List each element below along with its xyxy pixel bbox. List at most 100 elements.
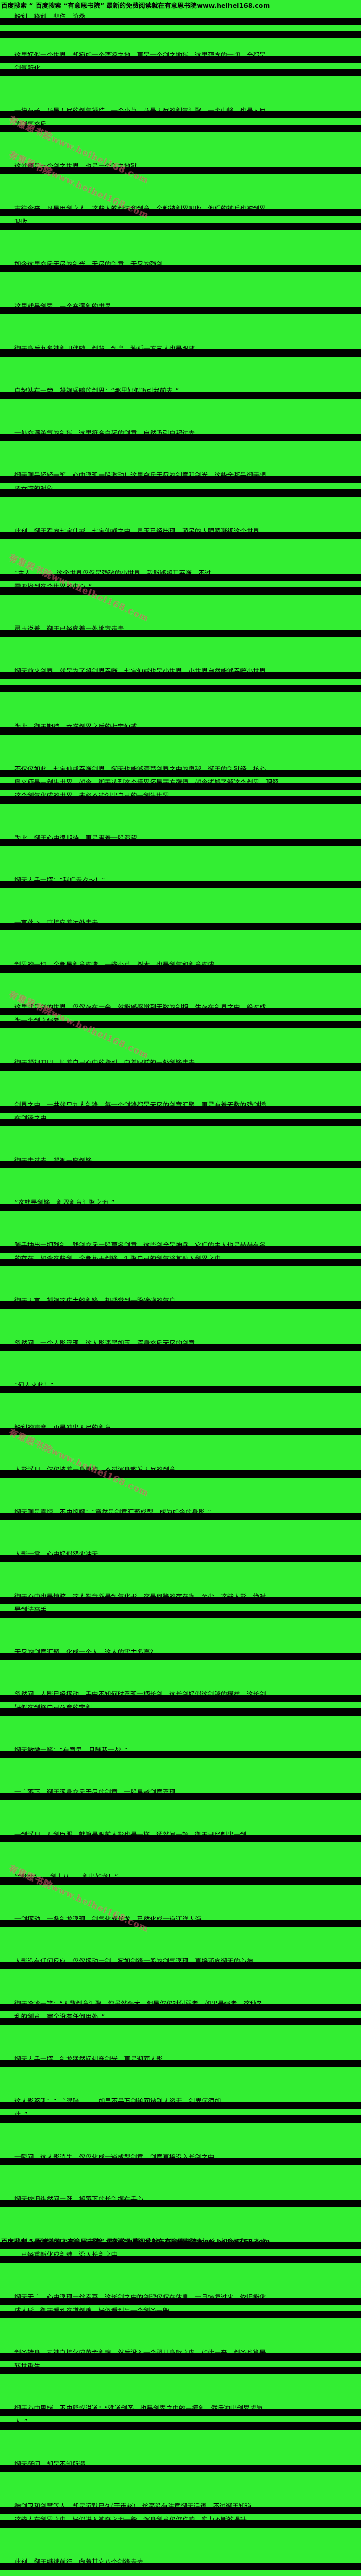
text-line: 此刻，御天看向七宝仙戒。七宝仙戒之中，灵玉已经出现、萌呆的大眼睛凝视这个世界。 (1, 526, 360, 539)
paragraph: 一言落下，直接向着远处走去。 (0, 917, 361, 930)
tail-line-1: 锐利、锋利、悲伤、沧桑…………………… (1, 11, 360, 25)
text-line: 御天则是震惊、不由惊呼：“竟然是剑意汇聚成型、成为如今的身影。” (1, 1506, 360, 1520)
text-line: 一言落下，直接向着远处走去。 (1, 917, 360, 930)
text-line: 御天前来剑界，就是为了将剑界吞噬。七宝仙戒也是小世界、小世界自然能够吞噬小世界 (1, 666, 360, 679)
text-line: 是剑法高手。 (1, 1604, 360, 1618)
text-line: 转世重生。 (1, 2361, 360, 2374)
text-line: 为一个剑之强者。 (1, 1015, 360, 1028)
paragraph: 御天身后九名神剑卫伴随、剑慧、剑皇、独孤一方三人也是跟随。 (0, 343, 361, 357)
paragraph: 白起站在一旁、凝视昏暗的剑界：“那里好似吸引我前去。” (0, 385, 361, 399)
text-line: 吸收。 (1, 216, 360, 230)
text-line: 剑界之中，一共就只九大剑锋，每一个剑锋都是无尽的剑意汇聚，更是有着无数的残剑插 (1, 1099, 360, 1113)
paragraph: 御天无言、凝视这偌大的剑锋，却感觉到一股磅礴的气息。 (0, 1295, 361, 1309)
text-line: 锐利的声音，更是冲出无尽的剑意。 (1, 1422, 360, 1435)
paragraph: “何人来此！” (0, 1380, 361, 1393)
text-line: 一言落下，御天浑身充斥无尽的剑意。一股皇者剑意浮现。 (1, 1787, 360, 1800)
text-line: 的剑气充斥。 (1, 118, 360, 132)
text-line: 忽然间、人影已经挥动、手中不知何时浮现一柄长剑。这长剑好似这剑锋的模样。这长剑 (1, 1689, 360, 1702)
paragraph: 这就便是一个剑之世界，也是一个剑之地狱。 (0, 161, 361, 174)
text-line: 乱的剑意，完全没有任何用处。” (1, 2011, 360, 2025)
text-line: 这里就是剑的世界，仅仅存在一会，就能够感觉到无数的剑招。生存在剑界之中，绝对成 (1, 1002, 360, 1015)
text-line: 随手抽出一把残剑，残剑充斥一股莫名剑意。这些剑全是神兵，它们的主人也是赫赫有名 (1, 1240, 360, 1253)
text-line: 神剑卫和剑慧等人，却是沉默已久(干诺赵)，丝毫没有注意御天话语。不过御天知道， (1, 2501, 360, 2514)
text-line: 此刻，御天继续前行，向着其它八个剑锋走去。 (1, 2556, 360, 2570)
paragraph: 如今这里充斥无尽的剑光，无尽的剑意，无尽的残剑…………………… (0, 259, 361, 272)
paragraph: 锐利的声音，更是冲出无尽的剑意。 (0, 1422, 361, 1435)
text-line: 这里好似一个世界，却宛如一个凄凉之地，更是一个剑之地狱。这里蕴含的一切，全都是 (1, 49, 360, 63)
text-line: 这个剑气化成的世界，未必不能创出自己的一剑生世界。 (1, 790, 360, 804)
text-line: ，已经重新化成剑魂、没入长剑之中。 (1, 2249, 360, 2263)
paragraph: 御天则是轻轻一笑，心中浮现一股激动！这里充斥无尽的剑意和剑光，这些全都是御天想要… (0, 470, 361, 497)
text-line: 这里就是剑界，一个充满剑的世界。 (1, 301, 360, 314)
text-line: 一处充满杀气的剑狱，这里符合白起的剑意，自然吸引白起过去。 (1, 428, 360, 441)
paragraph: 御天则是震惊、不由惊呼：“竟然是剑意汇聚成型、成为如今的身影。” (0, 1506, 361, 1520)
text-line: 御天无言、凝视这偌大的剑锋，却感觉到一股磅礴的气息。 (1, 1295, 360, 1309)
paragraph: 御天疑问，却是不知所谓。 (0, 2459, 361, 2472)
text-line: 此。” (1, 2109, 360, 2123)
text-line: 这些人在剑界之中，好似进入神奇之地一般、浑身剑意仅仅作响，实力不断的提升。 (1, 2514, 360, 2528)
paragraph: “剑狱经——剑十八——剑出如龙！” (0, 1871, 361, 1885)
text-line: 剑界的一切，全都是剑意构造。一些小草、树木，也是剑气和剑意构成。 (1, 959, 360, 973)
text-line: 御天疑问，却是不知所谓。 (1, 2459, 360, 2472)
text-line: 御天微微一笑：“有意思，且随我一战。” (1, 1744, 360, 1758)
text-line: 一块石子，乃是无尽的剑气凝结。一个小草，乃是无尽的剑气汇聚。一个山峰，也是无尽 (1, 105, 360, 118)
paragraph: 不仅仅如此，七宝仙戒吞噬剑界，御天也能够清楚剑界之中的奥秘。御天的剑狱经，核心奥… (0, 764, 361, 804)
text-line: 的存在。如今这些剑，全都葬于剑锋，汇聚自己的剑气将其融入剑界之中。 (1, 1253, 360, 1266)
tail-line-2: 。 (1, 25, 360, 38)
text-line: 成人形。御天看到这道剑魂，好似看到另一个剑圣一般。 (1, 2305, 360, 2318)
paragraph: 御天前来剑界，就是为了将剑界吞噬。七宝仙戒也是小世界、小世界自然能够吞噬小世界。 (0, 666, 361, 692)
paragraph: 灵玉说着，御天已经向着一处地方走去。 (0, 623, 361, 637)
promo-banner-bottom: 百度搜索 “ 百度搜索 “有意思书院” 最新的免费阅读就在有意思书院www.he… (1, 2238, 270, 2245)
paragraph: 人影浮现、仅仅披着一身黑袍，不过浑身散发无尽的剑意。 (0, 1464, 361, 1478)
paragraph: 这人影怒吼：“，ˇ混账………如果不是万剑轮回被别人盗走、剑界何须如 此。” (0, 2096, 361, 2123)
text-line: 不仅仅如此，七宝仙戒吞噬剑界，御天也能够清楚剑界之中的奥秘。御天的剑狱经，核心 (1, 764, 360, 777)
text-line: 奥义便是一剑生世界。如今，御天达到这个境界还是天方夜谭。如今能够了解这个剑界，理… (1, 777, 360, 790)
paragraph: 御天走过去、凝视一座剑锋。 (0, 1155, 361, 1168)
text-line: “这就是剑锋，剑界剑意汇聚之地。” (1, 1197, 360, 1211)
text-line: “何人来此！” (1, 1380, 360, 1393)
paragraph: 为此，御天心中很期待、更是带着一股渴望。 (0, 833, 361, 846)
paragraph: 一剑挥动、一条剑龙浮现。剑气化成长龙，已然化成一道汪洋大海。 (0, 1913, 361, 1927)
text-line: 御天身后九名神剑卫伴随、剑慧、剑皇、独孤一方三人也是跟随。 (1, 343, 360, 357)
text-line: 这人影怒吼：“，ˇ混账………如果不是万剑轮回被别人盗走、剑界何须如 (1, 2096, 360, 2109)
paragraph: 御天大手一挥、剑龙猛然间刺穿剑光、更是迎面人影。 (0, 2054, 361, 2067)
text-line: 无尽的剑意汇聚，化成一个人，这人的实力多高？ (1, 1647, 360, 1660)
text-line: 人。” (1, 2416, 360, 2430)
paragraph: 剑界之中，一共就只九大剑锋，每一个剑锋都是无尽的剑意汇聚，更是有着无数的残剑插在… (0, 1099, 361, 1126)
text-line: 灵玉说着，御天已经向着一处地方走去。 (1, 623, 360, 637)
paragraph: 御天微微一笑：“有意思，且随我一战。” (0, 1744, 361, 1758)
text-line: “剑狱经——剑十八——剑出如龙！” (1, 1871, 360, 1885)
text-line: 御天则是轻轻一笑，心中浮现一股激动！这里充斥无尽的剑意和剑光，这些全都是御天想 (1, 470, 360, 483)
paragraph: 这里就是剑的世界，仅仅存在一会，就能够感觉到无数的剑招。生存在剑界之中，绝对成为… (0, 1002, 361, 1028)
paragraph: 这里就是剑界，一个充满剑的世界。 (0, 301, 361, 314)
paragraph: 人影没有任何反应、仅仅挥动一剑，宛如剑锋一般的剑气浮现，直接涌向御天的心神。 (0, 1956, 361, 1969)
text-line: 需要找到这个世界的中心。” (1, 581, 360, 595)
text-line: 。 (1, 679, 360, 692)
paragraph: “这就是剑锋，剑界剑意汇聚之地。” (0, 1197, 361, 1211)
paragraph: 剑圣转身，元神直接化成黄金剑魂，然后没入一个婴儿身躯之内。如此一来，剑圣也算是转… (0, 2347, 361, 2374)
paragraph: 御天心中思绪，不由疑惑说道：“难道剑圣、也是剑界之中的一柄剑，然后冲出剑界成为人… (0, 2403, 361, 2430)
paragraph: 一剑浮现、万剑臣服。就算是眼前人影也是一样。猛然间一顿、御天已经刺出一剑。 (0, 1829, 361, 1842)
paragraph: 一处充满杀气的剑狱，这里符合白起的剑意，自然吸引白起过去。 (0, 428, 361, 441)
paragraph: “主人…………这个世界仅仅是残破的小世界。我能够将其吞噬，不过 需要找到这个世界的… (0, 568, 361, 595)
text-line: 人影没有任何反应、仅仅挥动一剑，宛如剑锋一般的剑气浮现，直接涌向御天的心神。 (1, 1956, 360, 1969)
text-line: 如今这里充斥无尽的剑光，无尽的剑意，无尽的残剑…………………… (1, 259, 360, 272)
tail-paragraph: 锐利、锋利、悲伤、沧桑…………………… 。 (0, 11, 361, 38)
paragraph: 古往今来，凡是用剑之人。这些人的剑法和剑意，全都被剑界吸收，他们的神兵也被剑界吸… (0, 203, 361, 230)
text-line: 御天心中也是惊骇，这人影竟然是剑气化形、这是何等的存在啊。至少，这些人影，绝对 (1, 1591, 360, 1604)
paragraph: 御天大手一挥：“我们走々～！” (0, 875, 361, 888)
text-line: 剑气所化。 (1, 63, 360, 76)
text-line: 为此，御天期待，吞噬剑界之后的七宝仙戒。 (1, 721, 360, 735)
paragraph: 御天依旧纵然间一跃，将落下的长剑握在手心。 (0, 2194, 361, 2207)
text-line: 为此，御天心中很期待、更是带着一股渴望。 (1, 833, 360, 846)
text-line: 人影浮现、仅仅披着一身黑袍，不过浑身散发无尽的剑意。 (1, 1464, 360, 1478)
paragraph: 人影一震，心中好似怒火冲天。 (0, 1549, 361, 1562)
text-line: 剑圣转身，元神直接化成黄金剑魂，然后没入一个婴儿身躯之内。如此一来，剑圣也算是 (1, 2347, 360, 2361)
paragraph: 此刻，御天看向七宝仙戒。七宝仙戒之中，灵玉已经出现、萌呆的大眼睛凝视这个世界。 (0, 526, 361, 539)
chapter-tail: 锐利、锋利、悲伤、沧桑…………………… 。 (0, 11, 361, 67)
text-line: 白起站在一旁、凝视昏暗的剑界：“那里好似吸引我前去。” (1, 385, 360, 399)
paragraph: 一言落下，御天浑身充斥无尽的剑意。一股皇者剑意浮现。 (0, 1787, 361, 1800)
text-line: 一瞬间、这人影消失、仅仅化成一道成型剑意。剑意直接没入长剑之中。 (1, 2151, 360, 2165)
text-line: 御天无言，心中浮现一丝幸喜。这长剑之中的剑魂仅仅在休息，一旦恢复过来，依旧能化 (1, 2292, 360, 2305)
